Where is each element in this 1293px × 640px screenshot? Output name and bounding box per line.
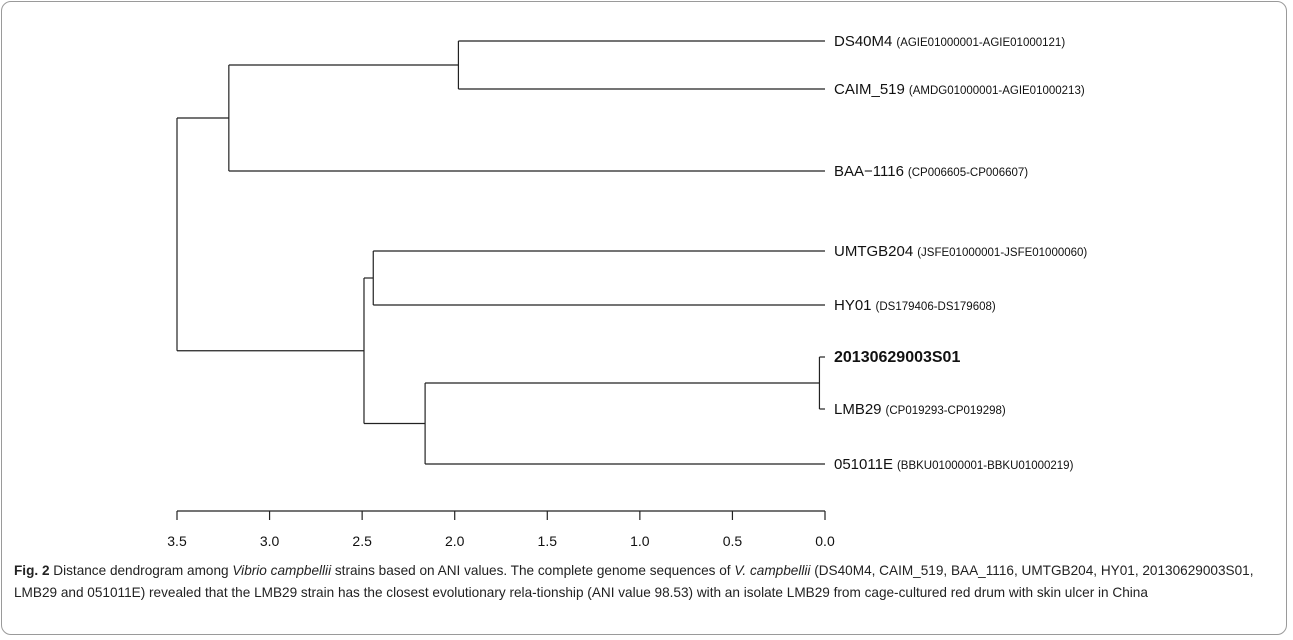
leaf-label-e051011: 051011E (BBKU01000001-BBKU01000219) bbox=[834, 456, 1074, 473]
figure-caption: Fig. 2 Distance dendrogram among Vibrio … bbox=[14, 560, 1276, 603]
axis-tick-label-1.0: 1.0 bbox=[630, 533, 650, 549]
leaf-accession-e051011: (BBKU01000001-BBKU01000219) bbox=[897, 460, 1074, 472]
leaf-label-umtgb204: UMTGB204 (JSFE01000001-JSFE01000060) bbox=[834, 243, 1087, 260]
axis-tick-label-2.5: 2.5 bbox=[352, 533, 372, 549]
caption-text-2: strains based on ANI values. The complet… bbox=[331, 563, 735, 578]
caption-italic-1: Vibrio campbellii bbox=[232, 563, 332, 578]
leaf-name-lmb29: LMB29 bbox=[834, 401, 882, 418]
dendrogram: DS40M4 (AGIE01000001-AGIE01000121) CAIM_51… bbox=[167, 33, 1087, 549]
leaf-name-baa1116: BAA−1116 bbox=[834, 163, 904, 180]
leaf-name-hy01: HY01 bbox=[834, 297, 872, 314]
caption-text-1: Distance dendrogram among bbox=[49, 563, 233, 578]
axis-tick-label-3.0: 3.0 bbox=[260, 533, 280, 549]
leaf-accession-lmb29: (CP019293-CP019298) bbox=[886, 405, 1006, 417]
leaf-accession-hy01: (DS179406-DS179608) bbox=[876, 301, 996, 313]
caption-italic-2: V. campbellii bbox=[734, 563, 811, 578]
axis-tick-label-0.5: 0.5 bbox=[723, 533, 743, 549]
leaf-label-hy01: HY01 (DS179406-DS179608) bbox=[834, 297, 996, 314]
leaf-accession-caim519: (AMDG01000001-AGIE01000213) bbox=[909, 85, 1085, 97]
axis-tick-label-2.0: 2.0 bbox=[445, 533, 465, 549]
axis-tick-label-3.5: 3.5 bbox=[167, 533, 187, 549]
leaf-name-e051011: 051011E bbox=[834, 456, 893, 473]
axis-tick-label-0.0: 0.0 bbox=[815, 533, 835, 549]
leaf-label-s01: 20130629003S01 bbox=[834, 349, 960, 366]
figure-label: Fig. 2 bbox=[14, 563, 50, 578]
leaf-label-lmb29: LMB29 (CP019293-CP019298) bbox=[834, 401, 1006, 418]
leaf-accession-umtgb204: (JSFE01000001-JSFE01000060) bbox=[917, 247, 1087, 259]
leaf-name-s01: 20130629003S01 bbox=[834, 349, 960, 366]
leaf-label-caim519: CAIM_519 (AMDG01000001-AGIE01000213) bbox=[834, 81, 1085, 98]
leaf-accession-baa1116: (CP006605-CP006607) bbox=[908, 167, 1028, 179]
leaf-label-baa1116: BAA−1116 (CP006605-CP006607) bbox=[834, 163, 1028, 180]
leaf-label-ds40m4: DS40M4 (AGIE01000001-AGIE01000121) bbox=[834, 33, 1065, 50]
leaf-name-umtgb204: UMTGB204 bbox=[834, 243, 913, 260]
leaf-accession-ds40m4: (AGIE01000001-AGIE01000121) bbox=[896, 37, 1065, 49]
leaf-name-ds40m4: DS40M4 bbox=[834, 33, 892, 50]
axis-tick-label-1.5: 1.5 bbox=[538, 533, 558, 549]
caption-text-3: (DS40M4, CAIM_519, BAA_1116, UMTGB204, H… bbox=[14, 563, 1254, 600]
leaf-name-caim519: CAIM_519 bbox=[834, 81, 905, 98]
